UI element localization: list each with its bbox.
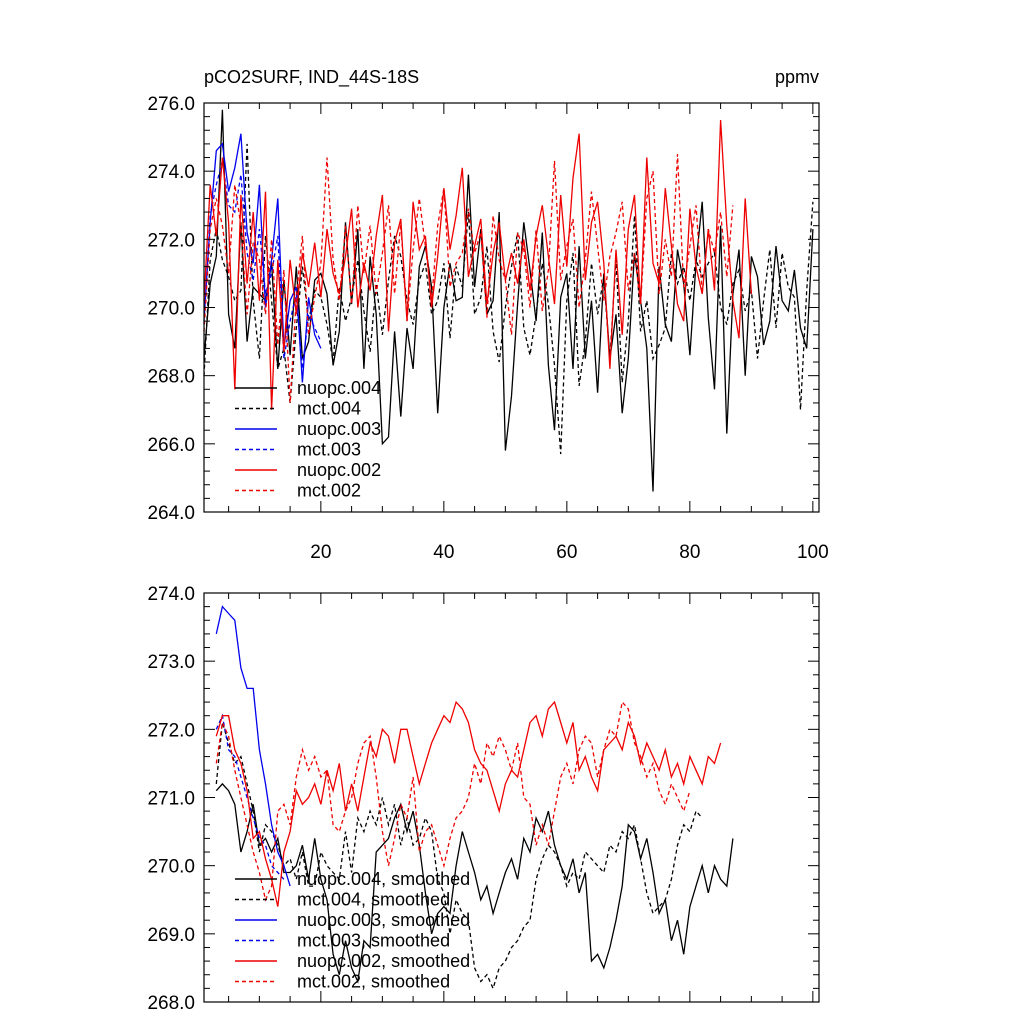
top-xtick-label: 20	[310, 542, 331, 563]
top-xtick-label: 60	[556, 542, 577, 563]
top-ytick-label: 272.0	[147, 230, 195, 251]
bottom-plot-frame	[203, 592, 820, 1003]
top-series-line-mct-003	[203, 160, 322, 369]
top-legend-label: mct.004	[297, 399, 361, 419]
bottom-ytick-label: 272.0	[147, 720, 195, 741]
top-ytick-label: 274.0	[147, 162, 195, 183]
bottom-series-group	[215, 605, 734, 991]
bottom-series-line-mct-002-smoothed	[215, 700, 691, 902]
top-ytick-label: 276.0	[147, 94, 195, 115]
bottom-series-line-nuopc-003-smoothed	[215, 605, 291, 887]
top-title: pCO2SURF, IND_44S-18S	[204, 67, 419, 88]
top-legend-label: nuopc.004	[297, 378, 381, 398]
bottom-ytick-label: 268.0	[147, 993, 195, 1014]
top-legend-label: nuopc.002	[297, 460, 381, 480]
bottom-series-line-nuopc-002-smoothed	[215, 700, 722, 907]
top-panel: 264.0 266.0 268.0 270.0 272.0 274.0 276.0 20 40 6…	[147, 67, 828, 563]
top-plot-frame	[203, 102, 820, 513]
top-ytick-label: 268.0	[147, 367, 195, 388]
bottom-series-line-nuopc-004-smoothed	[215, 782, 734, 984]
bottom-series-line-mct-003-smoothed	[215, 713, 285, 880]
top-xtick-label: 40	[433, 542, 454, 563]
top-ytick-label: 264.0	[147, 503, 195, 524]
bottom-ticks: 268.0 269.0 270.0 271.0 272.0 273.0 274.0	[147, 584, 819, 1014]
top-legend-label: mct.002	[297, 481, 361, 501]
bottom-legend-label: mct.004, smoothed	[297, 890, 450, 910]
top-ytick-label: 270.0	[147, 299, 195, 320]
bottom-panel: 268.0 269.0 270.0 271.0 272.0 273.0 274.0 nuop…	[147, 584, 820, 1014]
top-ticks: 264.0 266.0 268.0 270.0 272.0 274.0 276.0 20 40 6…	[147, 94, 828, 563]
bottom-ytick-label: 269.0	[147, 925, 195, 946]
top-xtick-label: 100	[797, 542, 829, 563]
bottom-ytick-label: 271.0	[147, 789, 195, 810]
top-series-line-mct-002	[203, 154, 734, 403]
bottom-ytick-label: 274.0	[147, 584, 195, 605]
top-series-line-nuopc-004	[203, 109, 814, 492]
top-xtick-label: 80	[679, 542, 700, 563]
top-legend-label: nuopc.003	[297, 419, 381, 439]
bottom-ytick-label: 273.0	[147, 652, 195, 673]
bottom-legend-label: nuopc.004, smoothed	[297, 869, 470, 889]
top-legend-label: mct.003	[297, 440, 361, 460]
top-ytick-label: 266.0	[147, 435, 195, 456]
bottom-ytick-label: 270.0	[147, 857, 195, 878]
bottom-legend-label: mct.002, smoothed	[297, 972, 450, 992]
bottom-legend-label: nuopc.002, smoothed	[297, 951, 470, 971]
top-units: ppmv	[775, 67, 819, 87]
bottom-legend-label: nuopc.003, smoothed	[297, 910, 470, 930]
bottom-legend-label: mct.003, smoothed	[297, 931, 450, 951]
top-series-group	[203, 109, 814, 492]
top-legend: nuopc.004mct.004nuopc.003mct.003nuopc.00…	[235, 378, 381, 501]
